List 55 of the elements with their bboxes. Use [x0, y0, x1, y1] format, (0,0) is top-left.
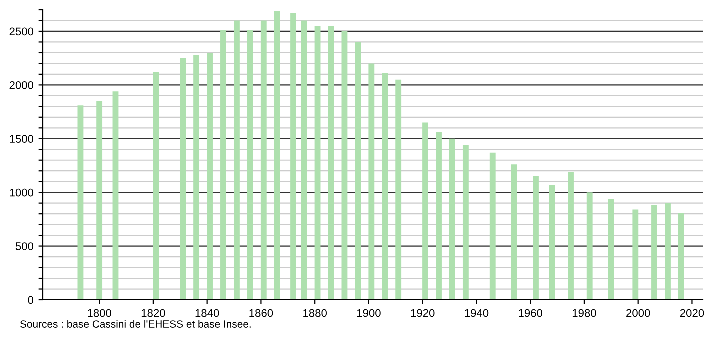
- bar: [396, 80, 402, 300]
- bar: [274, 11, 280, 300]
- bar: [194, 55, 200, 300]
- bar: [301, 20, 308, 300]
- bar: [450, 138, 456, 300]
- bar: [665, 203, 671, 300]
- y-tick-label: 1500: [10, 135, 34, 144]
- x-tick-label: 1800: [88, 309, 112, 318]
- bar: [436, 132, 442, 300]
- bar: [549, 185, 556, 300]
- bar: [586, 192, 593, 300]
- bar: [382, 73, 388, 300]
- bar: [678, 213, 684, 300]
- bar: [632, 210, 639, 300]
- bar: [355, 42, 362, 300]
- bar: [422, 122, 428, 300]
- y-tick-label: 500: [16, 242, 34, 250]
- x-tick-label: 2020: [680, 309, 704, 318]
- bar: [314, 26, 321, 300]
- x-tick-label: 1960: [519, 309, 543, 318]
- x-tick-label: 1820: [142, 309, 166, 318]
- x-tick-label: 1900: [357, 309, 381, 318]
- bar: [511, 164, 518, 300]
- bar: [96, 101, 103, 300]
- bar: [180, 58, 186, 300]
- bar: [260, 20, 267, 300]
- bar: [568, 172, 574, 300]
- bar: [112, 92, 119, 300]
- bar: [652, 205, 658, 300]
- bar: [247, 30, 254, 300]
- bar: [342, 31, 348, 300]
- bar: [207, 52, 213, 300]
- bar: [490, 152, 496, 300]
- x-tick-label: 1880: [304, 309, 328, 318]
- y-tick-label: 2500: [10, 28, 34, 36]
- bar: [533, 176, 539, 300]
- bar: [328, 26, 334, 300]
- bar: [290, 13, 296, 300]
- y-tick-label: 0: [28, 296, 34, 304]
- x-tick-label: 1940: [465, 309, 489, 318]
- bar: [368, 64, 375, 300]
- x-tick-label: 1920: [411, 309, 435, 318]
- source-note: Sources : base Cassini de l'EHESS et base Insee.: [20, 320, 251, 328]
- bar: [153, 72, 160, 300]
- x-tick-label: 1980: [572, 309, 596, 318]
- bar: [608, 199, 614, 300]
- x-tick-label: 1840: [196, 309, 220, 318]
- x-tick-label: 1860: [250, 309, 274, 318]
- y-tick-label: 2000: [10, 81, 34, 90]
- bar: [78, 106, 84, 300]
- x-tick-label: 2000: [626, 309, 650, 318]
- y-tick-label: 1000: [10, 188, 34, 197]
- bar: [234, 20, 240, 300]
- bar: [220, 30, 226, 300]
- bar: [462, 145, 469, 300]
